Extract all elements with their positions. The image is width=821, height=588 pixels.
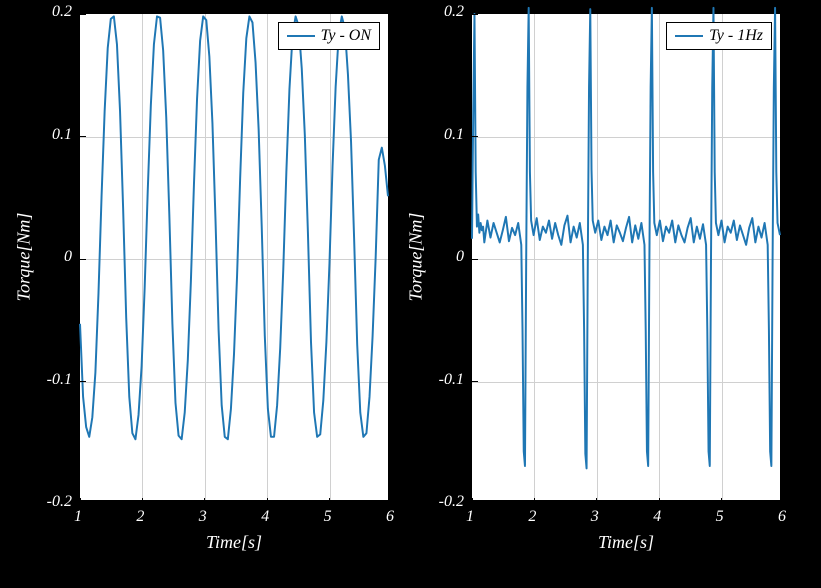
ylabel: Torque[Nm] — [406, 213, 427, 302]
xtick-mark — [329, 498, 330, 504]
xtick-mark — [596, 498, 597, 504]
xtick-label: 4 — [261, 508, 269, 526]
ytick-label: 0.1 — [52, 126, 72, 144]
ytick-mark — [472, 14, 478, 15]
ytick-mark — [472, 381, 478, 382]
ytick-label: 0.2 — [444, 3, 464, 21]
xtick-label: 1 — [74, 508, 82, 526]
ytick-mark — [472, 136, 478, 137]
xtick-label: 5 — [716, 508, 724, 526]
xtick-mark — [784, 498, 785, 504]
xtick-label: 6 — [778, 508, 786, 526]
xtick-label: 3 — [199, 508, 207, 526]
chart-panel-right: Ty - 1Hz — [470, 12, 782, 502]
xtick-mark — [659, 498, 660, 504]
ytick-label: -0.1 — [439, 371, 464, 389]
xtick-label: 2 — [528, 508, 536, 526]
ytick-label: 0 — [64, 248, 72, 266]
xtick-mark — [267, 498, 268, 504]
ytick-mark — [80, 136, 86, 137]
xtick-label: 4 — [653, 508, 661, 526]
ytick-mark — [80, 504, 86, 505]
legend: Ty - 1Hz — [666, 22, 772, 50]
ytick-label: 0.2 — [52, 3, 72, 21]
series-line — [472, 14, 780, 500]
ytick-label: 0.1 — [444, 126, 464, 144]
xtick-label: 1 — [466, 508, 474, 526]
xlabel: Time[s] — [598, 532, 654, 553]
xtick-label: 5 — [324, 508, 332, 526]
xtick-mark — [392, 498, 393, 504]
ytick-label: -0.2 — [47, 493, 72, 511]
series-line — [80, 14, 388, 500]
ytick-mark — [472, 504, 478, 505]
xtick-mark — [142, 498, 143, 504]
legend-label: Ty - 1Hz — [709, 27, 763, 45]
xtick-label: 6 — [386, 508, 394, 526]
legend-line-icon — [287, 35, 315, 37]
legend-label: Ty - ON — [321, 27, 371, 45]
legend-line-icon — [675, 35, 703, 37]
ytick-mark — [80, 259, 86, 260]
xtick-mark — [534, 498, 535, 504]
ytick-mark — [472, 259, 478, 260]
ytick-mark — [80, 381, 86, 382]
chart-panel-left: Ty - ON — [78, 12, 390, 502]
xlabel: Time[s] — [206, 532, 262, 553]
ytick-label: 0 — [456, 248, 464, 266]
xtick-label: 2 — [136, 508, 144, 526]
ytick-label: -0.2 — [439, 493, 464, 511]
ylabel: Torque[Nm] — [14, 213, 35, 302]
ytick-mark — [80, 14, 86, 15]
legend: Ty - ON — [278, 22, 380, 50]
xtick-mark — [721, 498, 722, 504]
xtick-label: 3 — [591, 508, 599, 526]
xtick-mark — [204, 498, 205, 504]
ytick-label: -0.1 — [47, 371, 72, 389]
